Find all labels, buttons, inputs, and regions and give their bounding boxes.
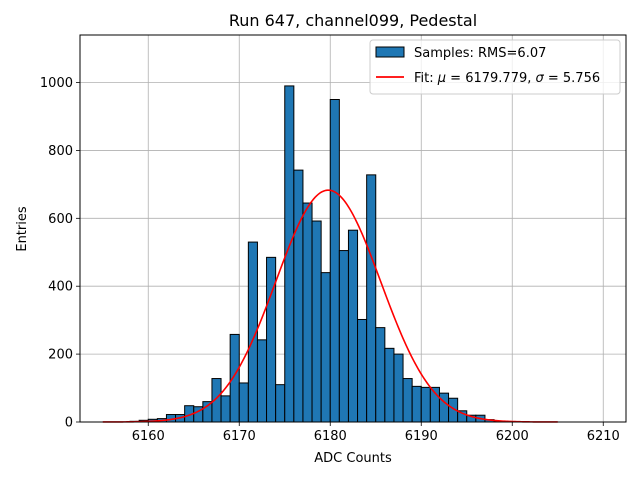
y-tick-label: 600 [48,212,73,227]
y-axis-label: Entries [15,206,30,252]
histogram-bar [320,272,331,423]
y-axis-ticks: 0 200 400 600 800 1000 [40,76,80,431]
histogram-bar [338,250,349,423]
y-tick-label: 1000 [40,76,73,91]
legend-fit-label: Fit: μ = 6179.779, σ = 5.756 [414,71,600,86]
x-tick-label: 6160 [132,429,165,444]
histogram-bar [302,202,313,423]
x-tick-label: 6200 [496,429,529,444]
histogram-bar [311,220,322,423]
x-tick-label: 6180 [314,429,347,444]
histogram-bar [375,327,386,423]
legend-fit-sigma-value: = 5.756 [544,71,600,86]
histogram-bar [275,384,286,423]
histogram-bar [393,353,404,423]
legend-histogram-label: Samples: RMS=6.07 [414,46,546,61]
fit-curve-group [102,189,558,423]
legend: Samples: RMS=6.07 Fit: μ = 6179.779, σ =… [369,39,621,95]
legend-fit-prefix: Fit: [414,71,438,86]
histogram-bar [256,339,268,423]
plot-frame [79,34,627,423]
histogram-bar [347,229,359,423]
histogram-bar [411,385,422,423]
x-tick-label: 6210 [587,429,620,444]
histogram-bar [402,378,413,423]
legend-fit-mu-value: = 6179.779, [446,71,535,86]
x-axis-label: ADC Counts [314,451,392,466]
histogram-bar [238,382,249,423]
x-tick-label: 6190 [405,429,438,444]
histogram-bar [202,401,213,423]
legend-fit-sigma-symbol: σ [536,71,545,86]
histogram-bars [129,85,504,423]
legend-histogram-swatch [375,46,405,58]
y-tick-label: 200 [48,348,73,363]
histogram-bar [329,99,340,423]
histogram-bar [384,347,395,423]
histogram-bar [357,318,368,423]
x-tick-label: 6170 [223,429,256,444]
legend-box [369,39,621,95]
histogram-bar [220,395,231,423]
y-tick-label: 400 [48,280,73,295]
histogram-bar [293,169,304,423]
y-tick-label: 800 [48,144,73,159]
histogram-bar [366,174,377,423]
fit-curve [102,189,558,423]
y-tick-label: 0 [65,416,73,431]
legend-fit-mu-symbol: μ [437,71,446,86]
histogram-bar [266,256,277,423]
histogram-bar [229,333,240,423]
histogram-bar [420,386,431,423]
x-axis-ticks: 6160 6170 6180 6190 6200 6210 [132,422,620,444]
chart-title: Run 647, channel099, Pedestal [229,11,477,30]
histogram-bar [438,392,450,423]
